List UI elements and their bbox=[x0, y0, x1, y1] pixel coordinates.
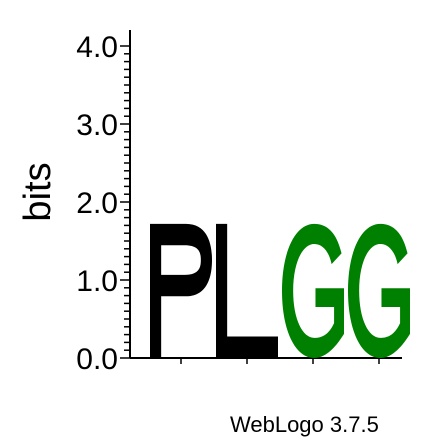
logo-letter-g bbox=[348, 223, 410, 358]
logo-letter-p bbox=[150, 223, 212, 358]
y-axis: 0.0 1.0 2.0 3.0 4.0 bbox=[76, 30, 131, 376]
y-tick-label: 4.0 bbox=[76, 31, 118, 64]
logo-letter-l bbox=[216, 223, 278, 358]
x-axis bbox=[130, 357, 402, 364]
y-tick-label: 2.0 bbox=[76, 187, 118, 220]
y-axis-label: bits bbox=[17, 162, 59, 221]
logo-letters bbox=[150, 223, 410, 358]
y-tick-label: 0.0 bbox=[76, 343, 118, 376]
y-tick-label: 3.0 bbox=[76, 109, 118, 142]
y-tick-label: 1.0 bbox=[76, 265, 118, 298]
weblogo-credit: WebLogo 3.7.5 bbox=[230, 412, 379, 437]
logo-letter-g bbox=[282, 223, 344, 358]
